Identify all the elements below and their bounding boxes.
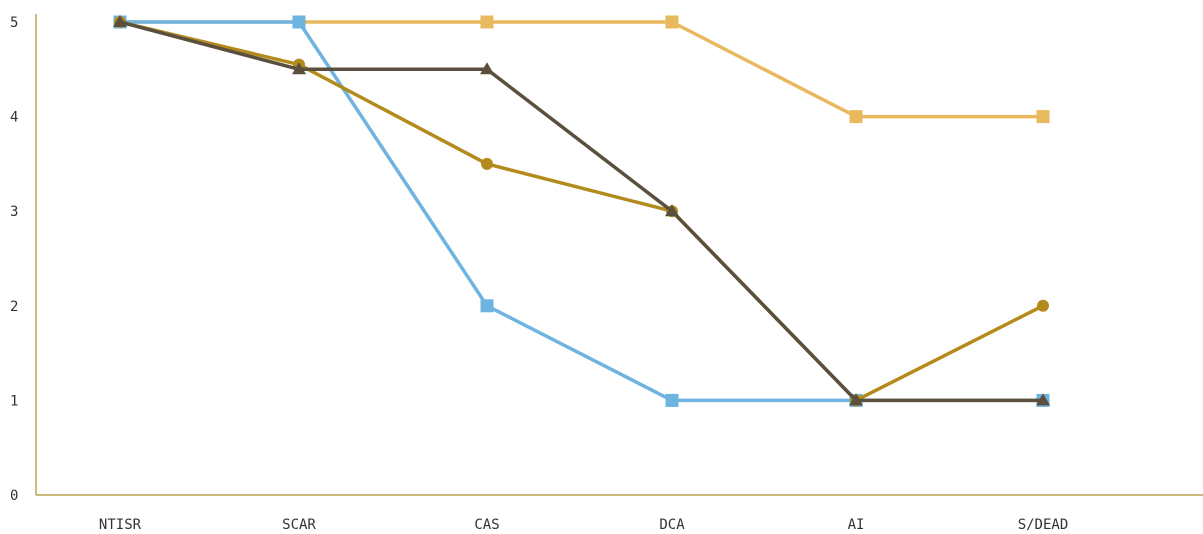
series-1 [113,15,1050,124]
series-line [119,20,1043,403]
data-point-marker [665,15,679,29]
x-tick-label: AI [848,517,865,533]
y-tick-label: 0 [10,488,18,504]
data-point-marker [849,393,863,406]
x-tick-labels: NTISR SCAR CAS DCA AI S/DEAD [99,517,1068,533]
data-point-marker [665,204,679,217]
y-tick-label: 2 [10,299,18,315]
series-line [119,20,1044,403]
y-tick-label: 4 [10,110,18,126]
data-point-marker [480,62,494,75]
data-point-marker [1036,110,1050,124]
data-point-marker [113,15,127,27]
data-point-marker [1037,299,1049,312]
series-line [120,20,1043,403]
axes [35,14,1203,496]
data-point-marker [849,110,863,124]
data-point-marker [665,393,679,407]
x-tick-label: S/DEAD [1018,517,1069,533]
data-point-marker [292,15,306,29]
series-line [120,20,1043,119]
y-tick-label: 1 [10,393,18,409]
x-tick-label: SCAR [282,517,316,533]
series-4 [113,15,1050,406]
y-tick-labels: 0 1 2 3 4 5 [10,15,18,504]
x-tick-label: DCA [659,517,685,533]
series-layer [113,15,1050,407]
x-tick-label: CAS [474,517,499,533]
data-point-marker [292,62,306,75]
x-tick-label: NTISR [99,517,142,533]
data-point-marker [1036,393,1050,406]
data-point-marker [481,157,493,170]
y-tick-label: 5 [10,15,18,31]
data-point-marker [480,299,494,313]
series-2 [113,15,1050,407]
y-tick-label: 3 [10,204,18,220]
data-point-marker [480,15,494,29]
series-3 [114,16,1049,407]
